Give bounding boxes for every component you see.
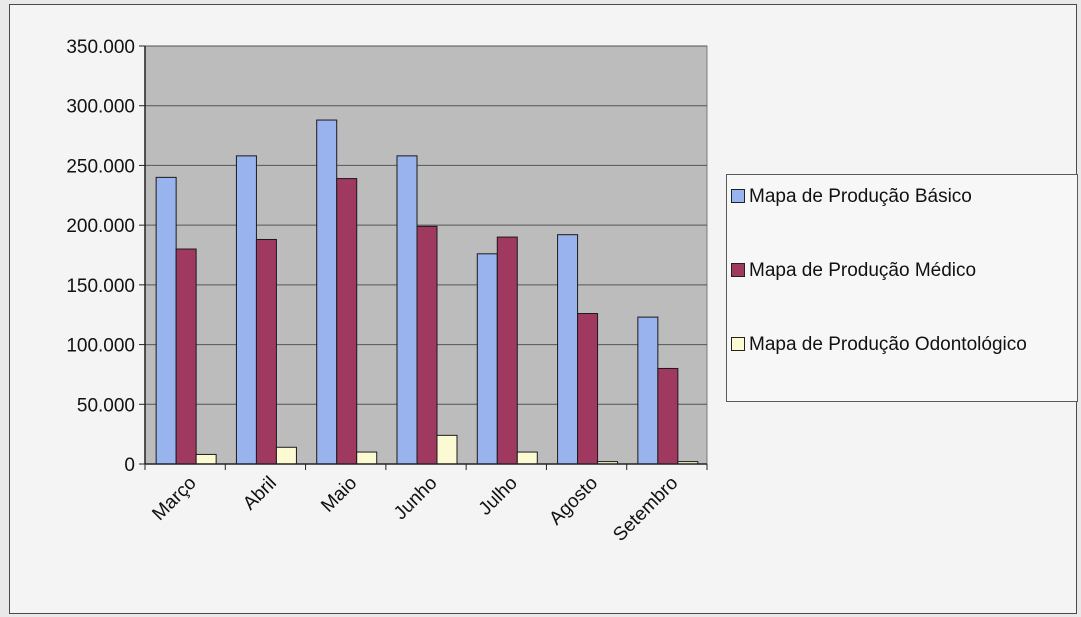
legend-swatch-medico [731, 263, 745, 277]
legend-item-basico: Mapa de Produção Básico [731, 183, 1069, 211]
y-tick-label: 100.000 [66, 336, 135, 357]
y-tick-label: 50.000 [77, 395, 135, 416]
bar [316, 119, 338, 465]
bar [356, 451, 378, 465]
legend-item-medico: Mapa de Produção Médico [731, 257, 1069, 285]
legend-label-basico: Mapa de Produção Básico [749, 186, 972, 207]
legend: Mapa de Produção Básico Mapa de Produção… [726, 174, 1078, 402]
bar [336, 178, 358, 465]
y-tick-label: 350.000 [66, 37, 135, 58]
legend-item-odontologico: Mapa de Produção Odontológico [731, 331, 1069, 359]
legend-swatch-basico [731, 189, 745, 203]
bar [195, 453, 217, 465]
bar [175, 248, 197, 465]
y-axis-ticks: 0 50.000 100.000 150.000 200.000 250.000 300.0… [66, 37, 145, 476]
bar [275, 446, 297, 465]
x-tick-label: Março [148, 473, 200, 525]
bar [155, 176, 177, 465]
x-axis-ticks: Março Abril Maio Junho Julho Agosto Setembro [144, 464, 708, 546]
legend-label-odontologico: Mapa de Produção Odontológico [749, 334, 1027, 355]
bar [496, 236, 518, 465]
bar [436, 434, 458, 465]
bar [577, 313, 599, 465]
y-tick-label: 150.000 [66, 276, 135, 297]
bar [255, 238, 277, 465]
y-tick-label: 250.000 [66, 156, 135, 177]
legend-swatch-odontologico [731, 337, 745, 351]
x-tick-label: Julho [475, 473, 522, 520]
bar [657, 367, 679, 465]
x-tick-label: Agosto [545, 473, 602, 530]
bar [516, 451, 538, 465]
bars [155, 119, 699, 465]
bar [476, 253, 498, 465]
x-tick-label: Junho [390, 473, 441, 524]
y-tick-label: 300.000 [66, 97, 135, 118]
y-tick-label: 0 [124, 455, 135, 476]
bar [235, 155, 257, 465]
bar [416, 225, 438, 465]
x-tick-label: Abril [239, 473, 281, 515]
bar [557, 234, 579, 465]
bar [396, 155, 418, 465]
x-tick-label: Maio [317, 473, 361, 517]
bar [637, 316, 659, 465]
y-tick-label: 200.000 [66, 216, 135, 237]
x-tick-label: Setembro [609, 473, 682, 546]
legend-label-medico: Mapa de Produção Médico [749, 260, 977, 281]
